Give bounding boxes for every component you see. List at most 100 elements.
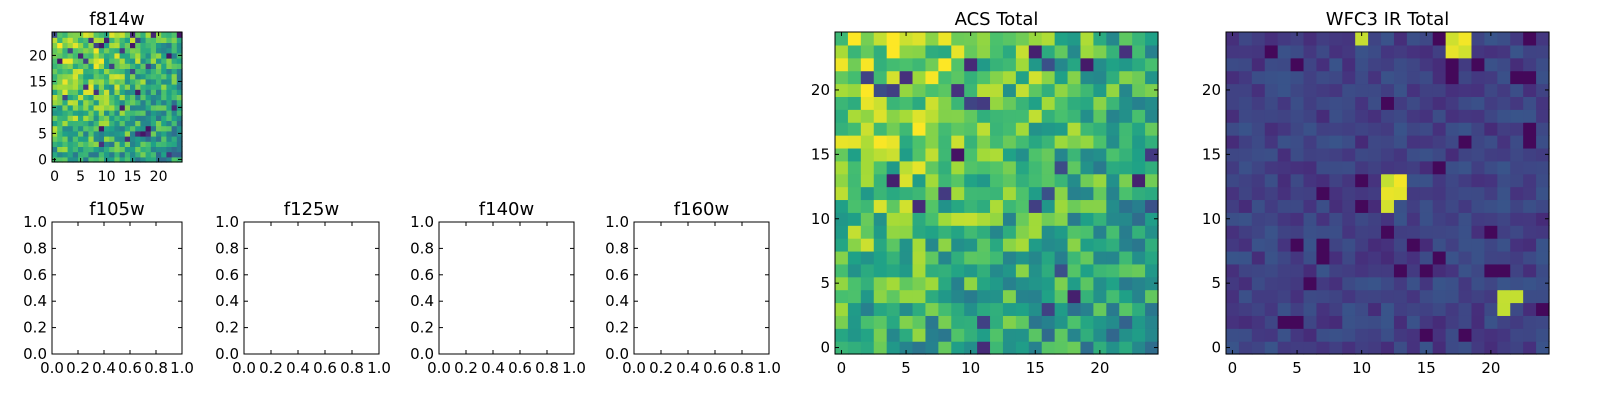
heatmap-cell bbox=[1355, 32, 1369, 46]
heatmap-cell bbox=[990, 147, 1004, 162]
heatmap-cell bbox=[156, 104, 162, 111]
heatmap-cell bbox=[977, 212, 991, 226]
x-tick-label: 0.2 bbox=[259, 359, 283, 377]
heatmap-cell bbox=[57, 52, 63, 59]
heatmap-cell bbox=[114, 73, 121, 80]
heatmap-cell bbox=[951, 328, 965, 342]
heatmap-cell bbox=[1067, 135, 1082, 149]
heatmap-cell bbox=[1393, 57, 1408, 72]
heatmap-cell bbox=[1316, 315, 1330, 329]
heatmap-cell bbox=[925, 302, 939, 316]
heatmap-cell bbox=[873, 83, 888, 97]
heatmap-cell bbox=[1028, 328, 1043, 342]
heatmap-cell bbox=[1015, 328, 1030, 342]
heatmap-cell bbox=[1497, 83, 1511, 97]
heatmap-cell bbox=[951, 83, 965, 97]
heatmap-cell bbox=[57, 120, 63, 127]
heatmap-cell bbox=[1264, 250, 1279, 265]
heatmap-cell bbox=[886, 250, 901, 265]
heatmap-cell bbox=[1028, 173, 1043, 188]
heatmap-cell bbox=[938, 44, 952, 59]
heatmap-cell bbox=[1054, 341, 1069, 355]
heatmap-cell bbox=[166, 58, 173, 64]
y-tick-label: 1.0 bbox=[215, 213, 239, 231]
heatmap-cell bbox=[1355, 173, 1369, 188]
heatmap-cell bbox=[150, 110, 157, 116]
heatmap-cell bbox=[1251, 83, 1266, 97]
heatmap-cell bbox=[1458, 263, 1473, 278]
heatmap-cell bbox=[1093, 186, 1107, 201]
heatmap-cell bbox=[1406, 199, 1421, 213]
heatmap-cell bbox=[912, 263, 927, 278]
heatmap-cell bbox=[171, 84, 178, 90]
heatmap-cell bbox=[1484, 135, 1498, 149]
heatmap-cell bbox=[1277, 225, 1292, 239]
heatmap-cell bbox=[119, 78, 126, 85]
heatmap-cell bbox=[899, 199, 914, 213]
heatmap-cell bbox=[161, 156, 167, 163]
y-tick-label: 0.8 bbox=[23, 239, 47, 257]
heatmap-cell bbox=[124, 94, 131, 101]
heatmap-cell bbox=[1277, 302, 1292, 316]
heatmap-cell bbox=[1329, 289, 1343, 304]
heatmap-cell bbox=[938, 135, 952, 149]
heatmap-cell bbox=[1368, 199, 1382, 213]
heatmap-cell bbox=[1106, 96, 1120, 110]
heatmap-cell bbox=[1226, 186, 1240, 201]
heatmap-cell bbox=[1132, 160, 1146, 175]
heatmap-cell bbox=[990, 263, 1004, 278]
heatmap-cell bbox=[1277, 122, 1292, 136]
heatmap-cell bbox=[78, 73, 84, 80]
heatmap-cell bbox=[67, 73, 74, 80]
heatmap-cell bbox=[1251, 135, 1266, 149]
heatmap-cell bbox=[1264, 289, 1279, 304]
heatmap-cell bbox=[1002, 96, 1017, 110]
heatmap-cell bbox=[1471, 160, 1485, 175]
heatmap-cell bbox=[847, 250, 862, 265]
heatmap-cell bbox=[1329, 250, 1343, 265]
heatmap-cell bbox=[886, 263, 901, 278]
heatmap-cell bbox=[1419, 122, 1434, 136]
heatmap-cell bbox=[1510, 276, 1524, 291]
heatmap-cell bbox=[1497, 289, 1511, 304]
heatmap-cell bbox=[176, 136, 183, 142]
heatmap-cell bbox=[1484, 238, 1498, 252]
heatmap-cell bbox=[1041, 173, 1056, 188]
heatmap-cell bbox=[1342, 263, 1356, 278]
heatmap-cell bbox=[1316, 57, 1330, 72]
heatmap-cell bbox=[83, 125, 89, 132]
heatmap-cell bbox=[1119, 96, 1133, 110]
heatmap-cell bbox=[1132, 238, 1146, 252]
heatmap-cell bbox=[1041, 57, 1056, 72]
heatmap-cell bbox=[1445, 147, 1460, 162]
heatmap-cell bbox=[1132, 199, 1146, 213]
heatmap-cell bbox=[1106, 328, 1120, 342]
heatmap-cell bbox=[1510, 44, 1524, 59]
heatmap-cell bbox=[1277, 96, 1292, 110]
heatmap-cell bbox=[1303, 32, 1318, 46]
axes-frame bbox=[1225, 31, 1550, 355]
heatmap-cell bbox=[88, 37, 95, 43]
heatmap-cell bbox=[1226, 44, 1240, 59]
heatmap-cell bbox=[1119, 315, 1133, 329]
heatmap-cell bbox=[938, 32, 952, 46]
heatmap-cell bbox=[114, 58, 121, 64]
heatmap-cell bbox=[135, 146, 141, 153]
heatmap-cell bbox=[912, 70, 927, 85]
heatmap-cell bbox=[1238, 289, 1253, 304]
heatmap-cell bbox=[161, 89, 167, 95]
heatmap-cell bbox=[124, 37, 131, 43]
heatmap-cell bbox=[1381, 250, 1395, 265]
heatmap-cell bbox=[114, 115, 121, 121]
heatmap-cell bbox=[1445, 44, 1460, 59]
heatmap-cell bbox=[1368, 250, 1382, 265]
heatmap-cell bbox=[1497, 70, 1511, 85]
heatmap-cell bbox=[1458, 57, 1473, 72]
heatmap-cell bbox=[964, 289, 978, 304]
heatmap-cell bbox=[62, 141, 69, 147]
heatmap-cell bbox=[1355, 238, 1369, 252]
heatmap-cell bbox=[62, 84, 69, 90]
heatmap-cell bbox=[1080, 135, 1094, 149]
heatmap-cell bbox=[124, 58, 131, 64]
heatmap-cell bbox=[1471, 147, 1485, 162]
